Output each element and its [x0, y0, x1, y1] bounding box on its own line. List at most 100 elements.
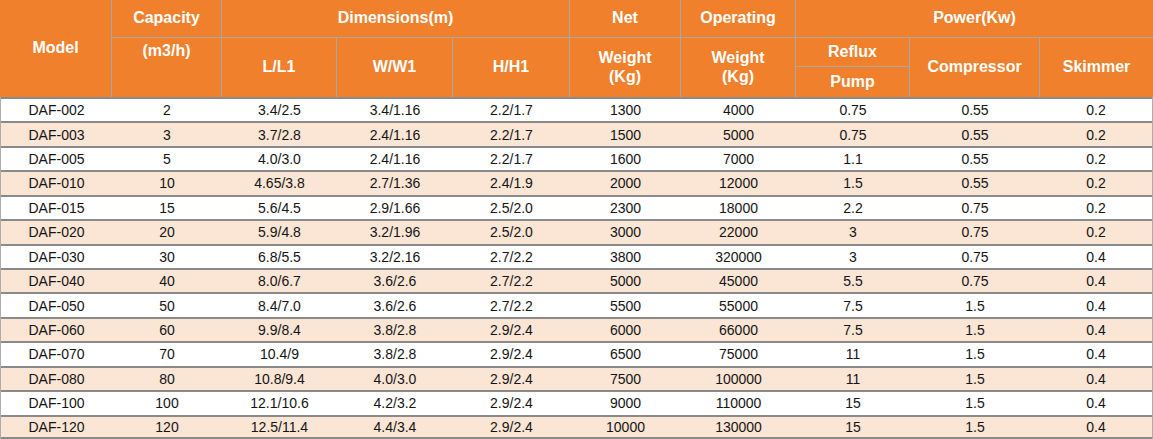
cell-operating-weight: 75000	[681, 343, 796, 365]
cell-operating-weight: 55000	[681, 294, 796, 316]
cell-w-w1: 2.4/1.16	[337, 148, 453, 170]
cell-l-l1: 10.4/9	[222, 343, 337, 365]
header-operating-weight-line1: Weight	[711, 49, 764, 67]
cell-operating-weight: 130000	[681, 417, 796, 437]
header-capacity-label: Capacity	[133, 9, 200, 27]
cell-model: DAF-100	[1, 392, 112, 414]
header-dimensions-group: Dimensions(m)	[222, 0, 570, 38]
cell-w-w1: 3.8/2.8	[337, 319, 453, 341]
cell-net-weight: 2000	[570, 172, 681, 194]
header-net-weight-line1: Weight	[598, 49, 651, 67]
cell-skimmer: 0.4	[1040, 294, 1152, 316]
header-reflux: Reflux	[796, 38, 910, 67]
cell-w-w1: 3.2/1.96	[337, 221, 453, 243]
cell-model: DAF-050	[1, 294, 112, 316]
cell-capacity: 60	[112, 319, 222, 341]
cell-reflux-pump: 3	[796, 221, 910, 243]
header-reflux-label: Reflux	[828, 43, 877, 61]
table-row: DAF-050508.4/7.03.6/2.62.7/2.25500550007…	[1, 292, 1152, 316]
header-w-w1-label: W/W1	[373, 58, 417, 76]
cell-l-l1: 5.6/4.5	[222, 197, 337, 219]
cell-reflux-pump: 1.1	[796, 148, 910, 170]
cell-net-weight: 6000	[570, 319, 681, 341]
cell-compressor: 1.5	[910, 343, 1040, 365]
cell-w-w1: 3.2/2.16	[337, 246, 453, 268]
cell-capacity: 50	[112, 294, 222, 316]
header-operating-label: Operating	[700, 9, 776, 27]
cell-operating-weight: 110000	[681, 392, 796, 414]
cell-model: DAF-020	[1, 221, 112, 243]
cell-skimmer: 0.2	[1040, 197, 1152, 219]
cell-capacity: 20	[112, 221, 222, 243]
table-row: DAF-040408.0/6.73.6/2.62.7/2.25000450005…	[1, 268, 1152, 292]
cell-h-h1: 2.2/1.7	[453, 123, 570, 145]
cell-capacity: 5	[112, 148, 222, 170]
cell-l-l1: 12.5/11.4	[222, 417, 337, 437]
table-row: DAF-020205.9/4.83.2/1.962.5/2.0300022000…	[1, 219, 1152, 243]
cell-net-weight: 2300	[570, 197, 681, 219]
cell-h-h1: 2.4/1.9	[453, 172, 570, 194]
cell-model: DAF-030	[1, 246, 112, 268]
cell-compressor: 1.5	[910, 319, 1040, 341]
cell-h-h1: 2.7/2.2	[453, 270, 570, 292]
cell-h-h1: 2.2/1.7	[453, 99, 570, 121]
cell-compressor: 1.5	[910, 392, 1040, 414]
cell-capacity: 15	[112, 197, 222, 219]
cell-model: DAF-120	[1, 417, 112, 437]
cell-w-w1: 4.2/3.2	[337, 392, 453, 414]
cell-l-l1: 4.65/3.8	[222, 172, 337, 194]
table-body: DAF-00223.4/2.53.4/1.162.2/1.7130040000.…	[0, 97, 1153, 439]
header-pump-label: Pump	[830, 73, 874, 91]
header-net-weight-unit: Weight (Kg)	[570, 38, 681, 97]
header-capacity-unit-label: (m3/h)	[143, 42, 191, 60]
cell-reflux-pump: 11	[796, 368, 910, 390]
cell-reflux-pump: 0.75	[796, 123, 910, 145]
cell-operating-weight: 12000	[681, 172, 796, 194]
table-row: DAF-010104.65/3.82.7/1.362.4/1.920001200…	[1, 170, 1152, 194]
table-row: DAF-0707010.4/93.8/2.82.9/2.465007500011…	[1, 341, 1152, 365]
cell-skimmer: 0.4	[1040, 417, 1152, 437]
header-operating: Operating	[681, 0, 796, 38]
header-operating-weight-unit: Weight (Kg)	[681, 38, 796, 97]
header-capacity-unit: (m3/h)	[112, 38, 222, 97]
cell-compressor: 1.5	[910, 417, 1040, 437]
cell-net-weight: 7500	[570, 368, 681, 390]
cell-l-l1: 5.9/4.8	[222, 221, 337, 243]
cell-operating-weight: 66000	[681, 319, 796, 341]
cell-reflux-pump: 2.2	[796, 197, 910, 219]
cell-compressor: 0.55	[910, 99, 1040, 121]
cell-compressor: 0.75	[910, 246, 1040, 268]
cell-skimmer: 0.2	[1040, 221, 1152, 243]
cell-model: DAF-003	[1, 123, 112, 145]
header-power-label: Power(Kw)	[933, 9, 1016, 27]
header-model-label: Model	[32, 39, 78, 57]
header-capacity: Capacity	[112, 0, 222, 38]
cell-capacity: 3	[112, 123, 222, 145]
cell-operating-weight: 22000	[681, 221, 796, 243]
cell-h-h1: 2.7/2.2	[453, 294, 570, 316]
cell-skimmer: 0.4	[1040, 368, 1152, 390]
cell-net-weight: 5500	[570, 294, 681, 316]
cell-l-l1: 6.8/5.5	[222, 246, 337, 268]
cell-reflux-pump: 11	[796, 343, 910, 365]
cell-reflux-pump: 1.5	[796, 172, 910, 194]
cell-net-weight: 1600	[570, 148, 681, 170]
cell-w-w1: 2.9/1.66	[337, 197, 453, 219]
cell-model: DAF-070	[1, 343, 112, 365]
header-l-l1-label: L/L1	[263, 58, 296, 76]
cell-capacity: 30	[112, 246, 222, 268]
table-row: DAF-0808010.8/9.44.0/3.02.9/2.4750010000…	[1, 366, 1152, 390]
cell-h-h1: 2.5/2.0	[453, 197, 570, 219]
daf-spec-table: Model Capacity (m3/h) Dimensions(m) L/L1…	[0, 0, 1153, 439]
cell-reflux-pump: 7.5	[796, 294, 910, 316]
cell-net-weight: 3000	[570, 221, 681, 243]
header-compressor-label: Compressor	[927, 58, 1021, 76]
cell-skimmer: 0.4	[1040, 392, 1152, 414]
cell-w-w1: 3.6/2.6	[337, 294, 453, 316]
cell-net-weight: 6500	[570, 343, 681, 365]
cell-capacity: 120	[112, 417, 222, 437]
cell-compressor: 0.75	[910, 197, 1040, 219]
cell-w-w1: 4.0/3.0	[337, 368, 453, 390]
cell-operating-weight: 45000	[681, 270, 796, 292]
cell-model: DAF-040	[1, 270, 112, 292]
